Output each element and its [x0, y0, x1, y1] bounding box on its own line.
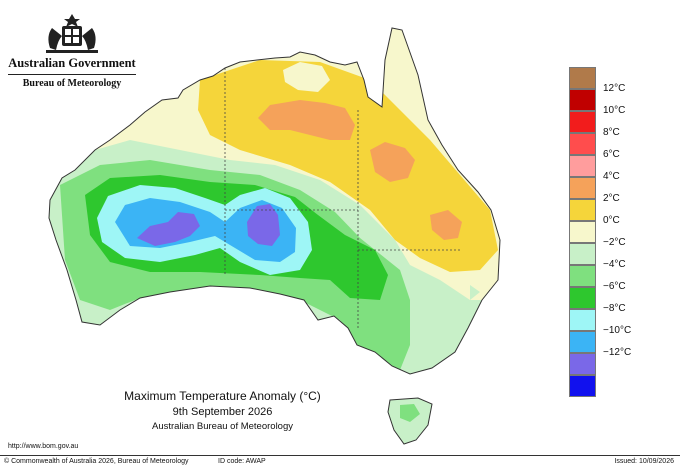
legend-label: 2°C	[603, 193, 620, 204]
legend-swatch	[569, 111, 596, 133]
agency-name: Bureau of Meteorology	[22, 78, 122, 89]
legend-label: 4°C	[603, 171, 620, 182]
map-date: 9th September 2026	[172, 406, 273, 418]
issued-date: Issued: 10/09/2026	[614, 458, 674, 465]
legend-swatch	[569, 199, 596, 221]
legend-label: −2°C	[603, 237, 626, 248]
legend-label: −6°C	[603, 281, 626, 292]
legend-swatch	[569, 265, 596, 287]
legend-label: 12°C	[603, 83, 626, 94]
legend-label: −12°C	[603, 347, 632, 358]
legend-label: −4°C	[603, 259, 626, 270]
legend-swatch	[569, 287, 596, 309]
id-code: ID code: AWAP	[218, 458, 266, 465]
legend-label: 6°C	[603, 149, 620, 160]
copyright-text: © Commonwealth of Australia 2026, Bureau…	[4, 458, 189, 465]
government-logo: Australian Government Bureau of Meteorol…	[8, 10, 136, 89]
map-title: Maximum Temperature Anomaly (°C)	[124, 389, 321, 403]
legend-label: 10°C	[603, 105, 626, 116]
legend-swatch	[569, 353, 596, 375]
website-url[interactable]: http://www.bom.gov.au	[8, 443, 79, 450]
header-divider	[8, 74, 136, 75]
footer-divider	[0, 455, 680, 456]
legend-swatch	[569, 331, 596, 353]
legend-label: 8°C	[603, 127, 620, 138]
legend-swatch	[569, 67, 596, 89]
legend-label: 0°C	[603, 215, 620, 226]
legend-swatch	[569, 89, 596, 111]
map-title-block: Maximum Temperature Anomaly (°C) 9th Sep…	[100, 389, 345, 432]
legend-label: −10°C	[603, 325, 632, 336]
legend-swatch	[569, 309, 596, 331]
legend-swatch	[569, 133, 596, 155]
legend-swatch	[569, 155, 596, 177]
legend-swatch	[569, 375, 596, 397]
legend-swatch	[569, 177, 596, 199]
coat-of-arms-icon	[46, 14, 98, 53]
legend-label: −8°C	[603, 303, 626, 314]
legend-swatch	[569, 243, 596, 265]
legend-swatch	[569, 221, 596, 243]
map-source: Australian Bureau of Meteorology	[152, 421, 293, 432]
government-name: Australian Government	[8, 56, 136, 70]
